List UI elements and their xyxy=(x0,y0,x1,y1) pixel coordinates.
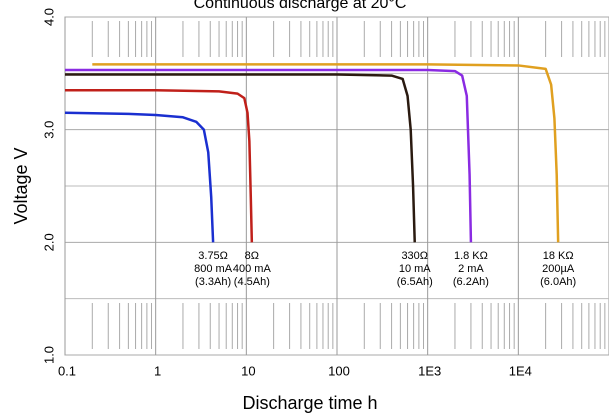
x-tick-label: 100 xyxy=(328,363,350,378)
chart-title: Continuous discharge at 20°C xyxy=(194,0,407,12)
series-line xyxy=(65,88,254,243)
x-tick-label: 0.1 xyxy=(58,363,76,378)
series-label: 330Ω xyxy=(401,250,428,262)
y-tick-label: 3.0 xyxy=(41,121,56,139)
series-line xyxy=(65,68,473,243)
series-label: 10 mA xyxy=(399,263,431,275)
series-label: 3.75Ω xyxy=(198,250,228,262)
series-label: 200µA xyxy=(542,263,575,275)
series-line xyxy=(64,111,215,243)
y-axis-label: Voltage V xyxy=(11,147,31,224)
series-label: (6.2Ah) xyxy=(453,276,489,288)
y-tick-label: 1.0 xyxy=(41,346,56,364)
x-tick-label: 1 xyxy=(154,363,161,378)
series-line xyxy=(65,73,416,243)
series-label: 18 KΩ xyxy=(543,250,574,262)
series-label: (6.5Ah) xyxy=(397,276,433,288)
series-label: 2 mA xyxy=(458,263,484,275)
series-label: 800 mA xyxy=(194,263,233,275)
series-label: (3.3Ah) xyxy=(195,276,231,288)
series-line xyxy=(92,63,560,243)
x-tick-label: 10 xyxy=(241,363,255,378)
series-label: 1.8 KΩ xyxy=(454,250,488,262)
y-tick-label: 2.0 xyxy=(41,233,56,251)
y-tick-label: 4.0 xyxy=(41,8,56,26)
series-label: (4.5Ah) xyxy=(234,276,270,288)
series-label: (6.0Ah) xyxy=(540,276,576,288)
series-label: 8Ω xyxy=(245,250,259,262)
x-axis-label: Discharge time h xyxy=(242,393,377,413)
x-tick-label: 1E3 xyxy=(418,363,441,378)
series-label: 400 mA xyxy=(233,263,272,275)
x-tick-label: 1E4 xyxy=(509,363,532,378)
